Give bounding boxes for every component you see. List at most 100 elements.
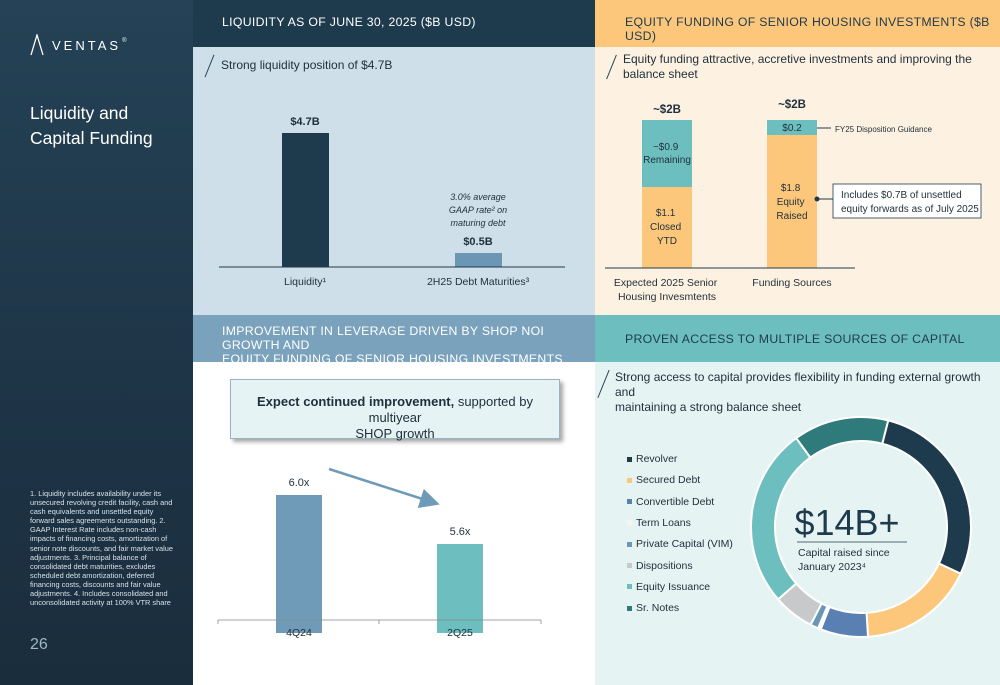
segment-label-disposition: $0.2 [782,123,802,134]
ventas-logo: VENTAS ® [30,34,126,56]
liquidity-panel: LIQUIDITY AS OF JUNE 30, 2025 ($B USD) S… [193,0,595,315]
legend-label: Revolver [636,453,678,465]
legend-swatch [627,456,632,462]
legend-swatch [627,541,632,547]
leverage-header-line2: EQUITY FUNDING OF SENIOR HOUSING INVESTM… [222,352,563,366]
legend-swatch [627,584,632,590]
legend-item-convertible-debt: Convertible Debt [627,496,714,508]
legend-item-dispositions: Dispositions [627,560,693,572]
segment-label-closed-l1: $1.1 [656,208,676,219]
leverage-header-line1: IMPROVEMENT IN LEVERAGE DRIVEN BY SHOP N… [222,324,545,352]
bar-remaining [642,120,692,187]
legend-label: Secured Debt [636,474,701,487]
capital-donut-chart: $14B+ Capital raised since January 2023⁴ [750,416,972,638]
legend-item-sr-notes: Sr. Notes [627,602,679,614]
bar-2q25 [437,544,483,633]
callout-line2: SHOP growth [355,426,435,441]
logo-text: VENTAS [52,37,122,53]
improvement-callout: Expect continued improvement, supported … [230,379,560,441]
bar-liquidity [282,133,329,267]
guidance-label: FY25 Disposition Guidance [835,125,932,134]
donut-slices [750,416,972,638]
legend-swatch [627,605,632,611]
donut-slice-revolver [881,419,972,576]
legend-item-revolver: Revolver [627,453,677,465]
data-label-liquidity: $4.7B [290,116,319,128]
legend-label: Private Capital (VIM) [636,538,733,551]
data-label-4q24: 6.0x [289,477,310,489]
tick-label-liquidity: Liquidity¹ [284,276,327,288]
ventas-chevron-icon [30,34,44,56]
liquidity-header: LIQUIDITY AS OF JUNE 30, 2025 ($B USD) [193,0,595,47]
legend-swatch [627,563,632,568]
center-label-line2: January 2023⁴ [798,561,866,573]
equity-chart: ~$2B ~$2B ~$0.9 Remaining $1.1 Closed YT… [605,99,982,303]
legend-swatch [627,499,632,505]
bar-debt-maturities [455,253,502,267]
forward-connector-dot [814,196,820,202]
trademark: ® [122,38,127,44]
tick-label-debt-maturities: 2H25 Debt Maturities³ [427,276,530,288]
legend-swatch [627,477,632,483]
equity-subtitle: Equity funding attractive, accretive inv… [623,52,972,82]
segment-label-remaining: ~$0.9 Remaining [643,142,691,166]
equity-subtitle-line1: Equity funding attractive, accretive inv… [623,52,972,66]
callout-rest: supported by multiyear [368,394,533,425]
equity-subtitle-line2: balance sheet [623,67,698,81]
leverage-header: IMPROVEMENT IN LEVERAGE DRIVEN BY SHOP N… [193,315,595,366]
equity-header: EQUITY FUNDING OF SENIOR HOUSING INVESTM… [595,0,1000,47]
tick-label-funding: Funding Sources [752,277,831,289]
forward-note-line1: Includes $0.7B of unsettled [841,190,962,201]
donut-slice-secured-debt [865,562,962,638]
liquidity-subtitle: Strong liquidity position of $4.7B [221,58,393,72]
center-value: $14B+ [794,502,899,543]
page-title: Liquidity and Capital Funding [30,101,180,151]
data-label-debt-maturities: $0.5B [463,236,492,248]
equity-panel: EQUITY FUNDING OF SENIOR HOUSING INVESTM… [595,0,1000,315]
gaap-annotation-line1: 3.0% average [450,192,506,202]
total-label-bar1: ~$2B [653,104,681,116]
bar-4q24 [276,495,322,633]
segment-label-remaining-l1: ~$0.9 [653,142,679,153]
leverage-chart: 6.0x 5.6x 4Q24 2Q25 [217,467,542,639]
capital-subtitle-line1: Strong access to capital provides flexib… [615,370,981,399]
tick-label-2q25: 2Q25 [447,627,473,639]
gaap-annotation-line2: GAAP rate² on [449,205,507,215]
page-title-line1: Liquidity and [30,103,129,123]
gaap-annotation-line3: maturing debt [450,218,506,228]
liquidity-chart: $4.7B $0.5B Liquidity¹ 2H25 Debt Maturit… [219,116,565,288]
footnotes: 1. Liquidity includes availability under… [30,489,173,608]
legend-item-equity-issuance: Equity Issuance [627,581,710,593]
legend-label: Dispositions [636,559,693,572]
page-title-line2: Capital Funding [30,128,153,148]
segment-label-closed-l3: YTD [657,236,677,247]
bar-disposition [767,120,817,135]
tick-label-expected: Expected 2025 Senior Housing Invesmtents [614,277,720,303]
forward-note-box [832,183,982,219]
total-label-bar2: ~$2B [778,99,806,111]
bar-equity-raised [767,135,817,268]
center-label-line1: Capital raised since [798,547,890,559]
leverage-panel: IMPROVEMENT IN LEVERAGE DRIVEN BY SHOP N… [193,315,595,685]
data-label-2q25: 5.6x [450,526,471,538]
segment-label-remaining-l2: Remaining [643,155,691,166]
capital-header: PROVEN ACCESS TO MULTIPLE SOURCES OF CAP… [595,315,1000,362]
callout-bold: Expect continued improvement, [257,394,455,409]
capital-panel: PROVEN ACCESS TO MULTIPLE SOURCES OF CAP… [595,315,1000,685]
sidebar: VENTAS ® Liquidity and Capital Funding 1… [0,0,193,685]
forward-note-line2: equity forwards as of July 2025 [841,204,979,215]
legend-label: Sr. Notes [636,602,680,615]
donut-slice-sr-notes [794,416,890,459]
segment-label-closed-l2: Closed [650,222,681,233]
legend-item-private-capital-vim: Private Capital (VIM) [627,538,733,550]
bar-closed-ytd [642,187,692,268]
capital-subtitle-line2: maintaining a strong balance sheet [615,400,802,414]
legend-label: Convertible Debt [636,495,715,508]
legend-label: Equity Issuance [636,580,711,593]
legend-item-term-loans: Term Loans [627,517,691,529]
capital-subtitle: Strong access to capital provides flexib… [615,370,1000,415]
trend-arrow [328,467,440,508]
tick-label-expected-l2: Housing Invesmtents [618,291,716,303]
legend-item-secured-debt: Secured Debt [627,474,700,486]
segment-label-closed: $1.1 Closed YTD [650,208,684,247]
